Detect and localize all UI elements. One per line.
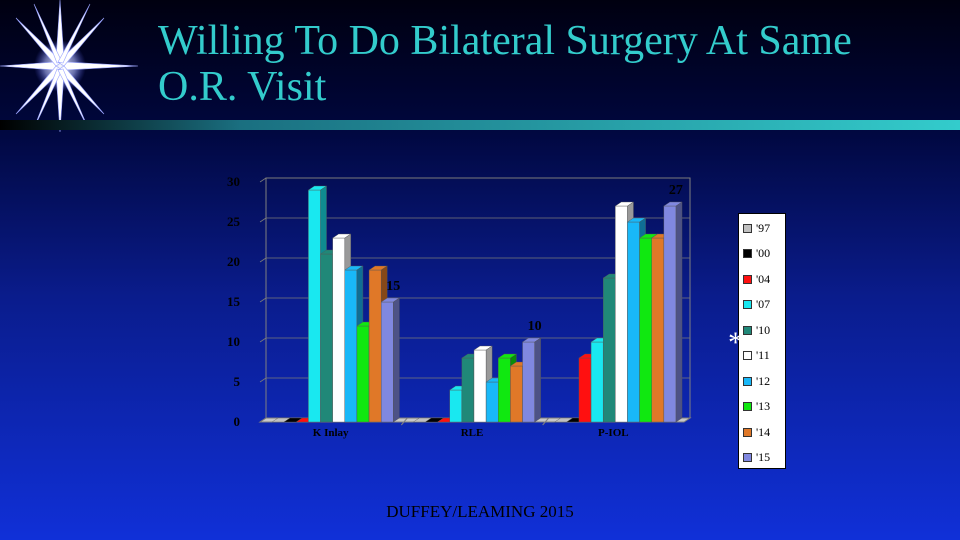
- bar-front: [485, 381, 499, 423]
- x-tick-label: RLE: [461, 427, 484, 439]
- x-tick-label: K Inlay: [313, 427, 349, 439]
- data-label: 10: [528, 319, 542, 334]
- category-separator: [542, 417, 550, 426]
- bar-front: [344, 269, 358, 423]
- bar: [663, 201, 683, 423]
- legend-label: '97: [756, 220, 771, 235]
- bar-front: [522, 341, 535, 423]
- bar-front: [578, 357, 592, 423]
- gridline-side: [259, 297, 267, 303]
- legend-swatch: [743, 453, 752, 462]
- bar-front: [590, 341, 604, 423]
- legend-item: '00: [743, 246, 770, 262]
- data-label: 27: [669, 183, 683, 198]
- x-tick-label: P-IOL: [598, 427, 629, 439]
- gridline-side: [259, 177, 267, 183]
- legend-item: '13: [743, 399, 770, 415]
- gridline-side: [259, 257, 267, 263]
- legend-label: '14: [756, 424, 771, 439]
- y-tick-label: 0: [234, 414, 241, 429]
- y-tick-label: 25: [227, 214, 241, 229]
- legend-item: '10: [743, 322, 770, 338]
- starburst-decoration: [0, 0, 139, 133]
- bar-front: [639, 237, 652, 423]
- legend-item: '04: [743, 271, 770, 287]
- legend-swatch: [743, 249, 752, 258]
- y-tick-label: 10: [227, 334, 240, 349]
- bar-front: [473, 349, 487, 423]
- legend-swatch: [743, 402, 752, 411]
- gridline-side: [259, 217, 267, 223]
- legend-item: '15: [743, 450, 770, 466]
- bar-front: [651, 237, 665, 423]
- y-tick-label: 5: [234, 374, 241, 389]
- slide-title: Willing To Do Bilateral Surgery At Same …: [158, 18, 852, 110]
- category-separator: [400, 417, 408, 426]
- legend-swatch: [743, 274, 752, 284]
- legend-swatch: [743, 351, 752, 360]
- legend-label: '13: [756, 399, 771, 413]
- title-divider: [0, 120, 960, 130]
- gridline-side: [259, 377, 267, 383]
- bar-front: [603, 277, 616, 423]
- slide-footer: DUFFEY/LEAMING 2015: [386, 502, 574, 521]
- bar-front: [356, 325, 370, 423]
- asterisk-marker: *: [728, 326, 743, 359]
- legend-label: '15: [756, 450, 771, 464]
- bar-front: [449, 389, 463, 423]
- legend-swatch: [743, 427, 752, 437]
- bar-front: [461, 357, 475, 423]
- bar-front: [627, 221, 640, 423]
- legend-label: '10: [756, 322, 771, 337]
- legend-label: '04: [756, 271, 771, 286]
- y-tick-label: 15: [227, 294, 241, 309]
- bar-front: [381, 301, 394, 423]
- bar-front: [368, 269, 382, 423]
- bar-side: [534, 337, 541, 423]
- bar-front: [498, 357, 511, 423]
- bar: [380, 297, 400, 423]
- legend-item: '12: [743, 373, 770, 389]
- y-tick-label: 20: [227, 254, 240, 269]
- legend-swatch: [743, 300, 752, 309]
- legend-item: '14: [743, 424, 770, 440]
- chart-legend: '97 '00 '04 '07 '10 '11 '12 '13 '14 '15: [738, 213, 786, 469]
- bar-front: [320, 253, 333, 423]
- bar-side: [393, 297, 400, 423]
- legend-swatch: [743, 223, 752, 233]
- legend-item: '97: [743, 220, 770, 236]
- legend-label: '11: [756, 348, 770, 362]
- legend-label: '12: [756, 373, 771, 388]
- legend-label: '00: [756, 246, 771, 260]
- bar-front: [510, 365, 523, 423]
- bar-side: [675, 201, 683, 423]
- legend-item: '07: [743, 297, 770, 313]
- bar-front: [308, 189, 321, 423]
- gridline-side: [259, 337, 267, 343]
- bar: [521, 337, 542, 423]
- data-label: 15: [386, 279, 400, 294]
- legend-swatch: [743, 325, 752, 335]
- gridline-side: [259, 417, 267, 423]
- bar-front: [615, 205, 628, 423]
- legend-label: '07: [756, 297, 771, 311]
- legend-swatch: [743, 376, 752, 386]
- bar-front: [663, 205, 677, 423]
- y-tick-label: 30: [227, 174, 240, 189]
- bar-front: [332, 237, 345, 423]
- legend-item: '11: [743, 348, 770, 364]
